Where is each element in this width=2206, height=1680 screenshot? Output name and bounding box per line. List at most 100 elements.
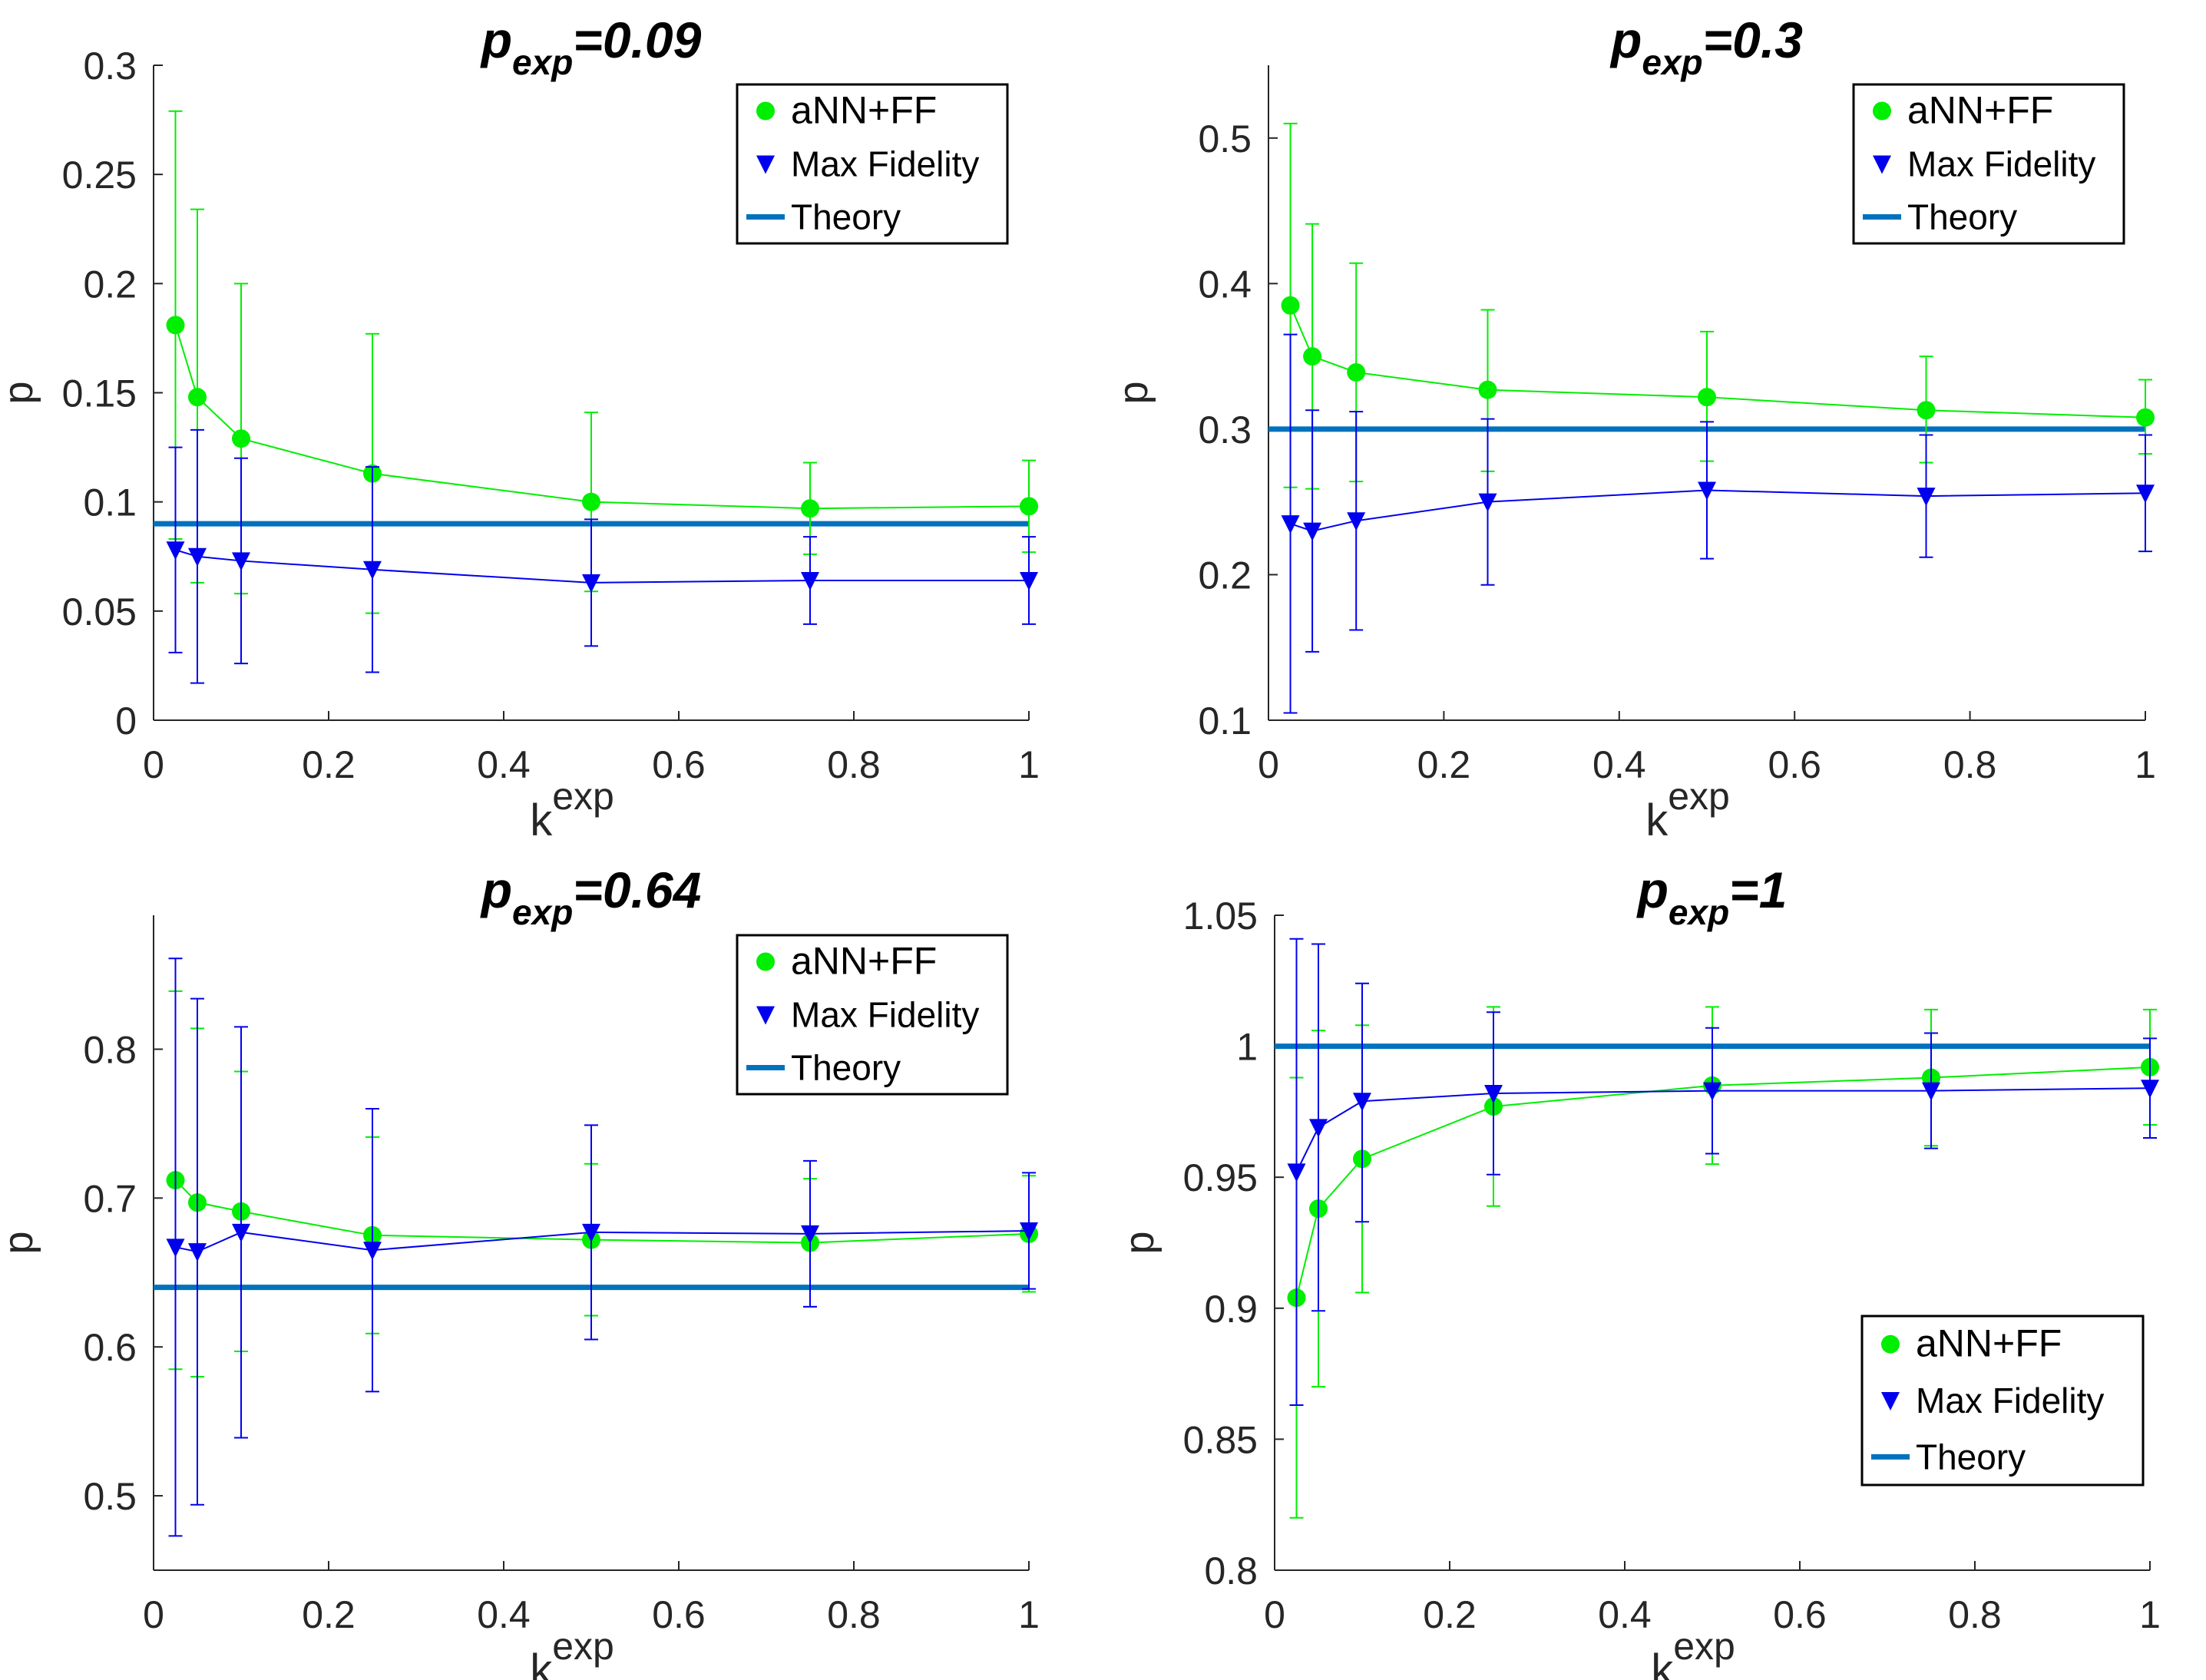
y-tick-label: 0.4 <box>1198 263 1252 306</box>
data-point <box>363 1242 382 1261</box>
series-max-fidelity <box>166 957 1038 1537</box>
x-tick-label: 0 <box>143 1593 164 1636</box>
data-point <box>801 499 819 518</box>
x-tick-label: 0.2 <box>1417 743 1471 786</box>
x-tick-label: 0.6 <box>1773 1593 1827 1636</box>
data-point <box>1917 488 1936 507</box>
x-tick-label: 0.6 <box>652 1593 706 1636</box>
x-tick-label: 0.2 <box>1423 1593 1477 1636</box>
legend-label: aNN+FF <box>791 940 937 983</box>
data-point <box>1020 497 1038 516</box>
data-point <box>1309 1119 1328 1138</box>
series-line <box>175 549 1029 584</box>
series-line <box>1295 1087 2151 1172</box>
data-point <box>582 1223 600 1242</box>
series-line <box>1289 305 2146 418</box>
x-tick-label: 1 <box>2139 1593 2161 1636</box>
legend-label: Theory <box>791 1048 901 1088</box>
x-tick-label: 1 <box>2135 743 2156 786</box>
data-point <box>188 547 207 567</box>
data-point <box>2136 408 2155 427</box>
y-tick-label: 0.2 <box>1198 554 1252 597</box>
y-tick-label: 1 <box>1236 1026 1258 1069</box>
x-tick-label: 0.4 <box>1592 743 1646 786</box>
data-point <box>1303 522 1322 541</box>
y-tick-label: 0.5 <box>1198 117 1252 160</box>
legend-label: Max Fidelity <box>1907 144 2095 184</box>
legend-marker-max-fidelity <box>1881 1392 1900 1410</box>
x-tick-label: 0.4 <box>477 743 531 786</box>
x-tick-label: 0.8 <box>827 743 881 786</box>
data-point <box>1353 1093 1371 1112</box>
y-axis-label: p <box>0 381 41 404</box>
x-tick-label: 0 <box>1258 743 1279 786</box>
legend: aNN+FF Max Fidelity Theory <box>736 934 1009 1096</box>
legend-marker-ann-ff <box>756 101 775 121</box>
y-tick-label: 0.8 <box>1204 1549 1258 1592</box>
legend-marker-max-fidelity <box>1873 155 1891 174</box>
data-point <box>188 1243 207 1262</box>
y-tick-label: 0.85 <box>1183 1418 1258 1461</box>
chart-title: pexp=1 <box>1636 861 1788 932</box>
data-point <box>1020 1222 1038 1241</box>
x-tick-label: 0.8 <box>1943 743 1997 786</box>
x-tick-label: 0.4 <box>1598 1593 1652 1636</box>
x-tick-label: 0.2 <box>302 1593 356 1636</box>
data-point <box>166 316 185 335</box>
data-point <box>1484 1085 1503 1104</box>
data-point <box>1478 380 1497 399</box>
x-axis-label: kexp <box>1651 1625 1735 1680</box>
x-tick-label: 0 <box>143 743 164 786</box>
y-tick-label: 0.1 <box>1198 699 1252 742</box>
x-tick-label: 0.8 <box>827 1593 881 1636</box>
y-tick-label: 0.95 <box>1183 1156 1258 1199</box>
legend-label: Theory <box>1916 1437 2026 1477</box>
series-ann-ff <box>166 110 1038 614</box>
y-tick-label: 1.05 <box>1183 895 1258 938</box>
series-max-fidelity <box>1287 938 2159 1407</box>
legend-label: aNN+FF <box>1907 89 2053 132</box>
data-point <box>1303 347 1322 366</box>
data-point <box>363 561 382 580</box>
legend-label: aNN+FF <box>1916 1322 2062 1365</box>
data-point <box>801 572 819 591</box>
data-point <box>1922 1082 1940 1101</box>
data-point <box>1287 1163 1306 1182</box>
y-tick-label: 0.05 <box>62 590 137 633</box>
data-point <box>166 1239 185 1258</box>
x-tick-label: 0.6 <box>652 743 706 786</box>
chart-title: pexp=0.09 <box>480 12 702 82</box>
series-max-fidelity <box>166 428 1038 684</box>
legend: aNN+FF Max Fidelity Theory <box>736 83 1009 245</box>
data-point <box>1478 493 1497 512</box>
chart-panel-3: 0 0.2 0.4 0.6 0.8 1 0.5 0.6 0.7 0.8 p kexp pexp=0.64… <box>0 861 1040 1680</box>
x-tick-label: 0 <box>1264 1593 1285 1636</box>
series-line <box>174 1179 1030 1244</box>
data-point <box>2141 1080 2159 1099</box>
x-tick-label: 0.2 <box>302 743 356 786</box>
series-line <box>1290 489 2146 532</box>
chart-title: pexp=0.3 <box>1609 12 1803 82</box>
chart-panel-2: 0 0.2 0.4 0.6 0.8 1 0.1 0.2 0.3 0.4 0.5 p kexp pexp=0… <box>1110 12 2156 845</box>
series-line <box>174 325 1030 510</box>
legend-marker-ann-ff <box>1873 101 1891 121</box>
y-tick-label: 0.9 <box>1204 1288 1258 1331</box>
data-point <box>232 429 250 448</box>
data-point <box>1347 362 1366 382</box>
x-axis-label: kexp <box>1645 775 1730 845</box>
data-point <box>1281 296 1300 315</box>
y-tick-label: 0.7 <box>83 1177 137 1220</box>
y-tick-label: 0.5 <box>83 1475 137 1518</box>
y-tick-label: 0.3 <box>83 45 137 88</box>
legend-label: Theory <box>791 197 901 237</box>
y-tick-label: 0.1 <box>83 481 137 524</box>
series-line <box>175 1229 1030 1253</box>
y-axis-label: p <box>1110 381 1156 404</box>
y-tick-label: 0 <box>115 699 137 742</box>
x-tick-label: 0.8 <box>1948 1593 2002 1636</box>
x-tick-label: 1 <box>1018 1593 1040 1636</box>
series-max-fidelity <box>1281 333 2155 714</box>
chart-panel-4: 0 0.2 0.4 0.6 0.8 1 0.8 0.85 0.9 0.95 1 1.05 p kexp pe… <box>1116 861 2161 1680</box>
legend: aNN+FF Max Fidelity Theory <box>1860 1315 2145 1487</box>
